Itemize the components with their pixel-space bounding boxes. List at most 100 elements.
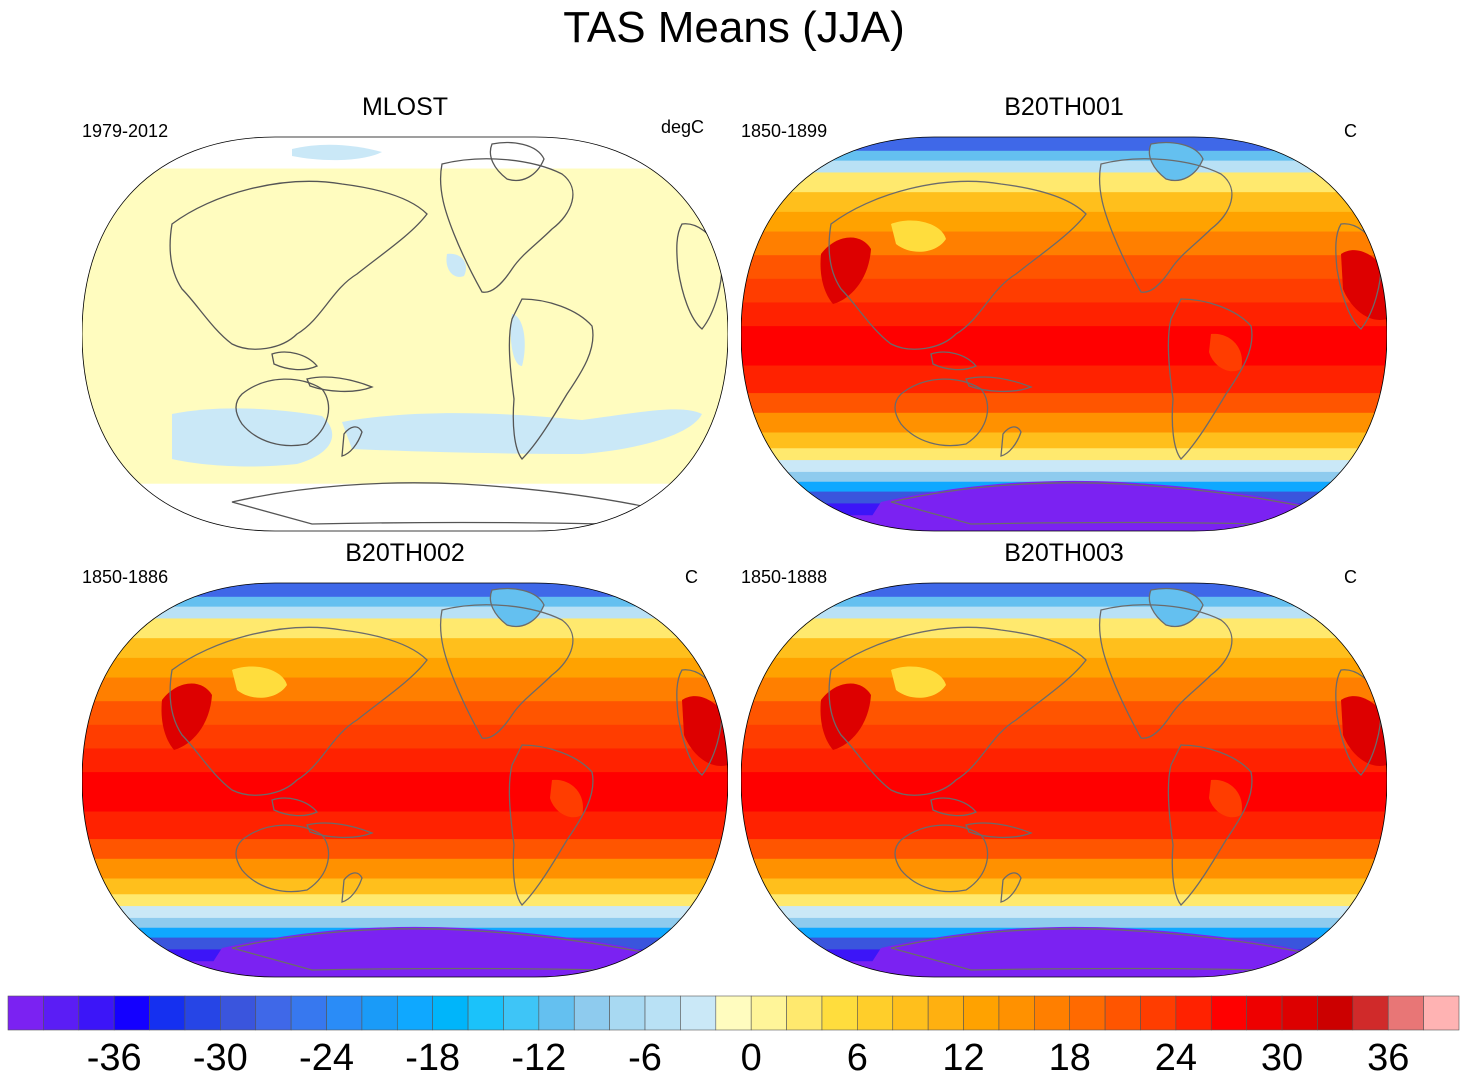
colorbar-box xyxy=(7,995,44,1031)
field-band xyxy=(741,657,1387,679)
field-band xyxy=(741,160,1387,173)
colorbar-box xyxy=(467,995,504,1031)
map-svg xyxy=(741,136,1387,532)
temperature-field xyxy=(741,583,1387,977)
colorbar-tick-label: 36 xyxy=(1367,1037,1409,1079)
field-band xyxy=(82,748,728,773)
field-band xyxy=(741,137,1387,152)
field-band xyxy=(82,657,728,679)
temperature-field xyxy=(82,137,728,531)
coastline xyxy=(169,180,428,350)
field-band xyxy=(741,448,1387,461)
colorbar-box xyxy=(998,995,1035,1031)
field-band xyxy=(741,302,1387,327)
coastline xyxy=(489,587,545,628)
coastlines xyxy=(169,141,723,525)
colorbar-box xyxy=(255,995,292,1031)
field-patch xyxy=(820,237,871,304)
colorbar-box xyxy=(1034,995,1071,1031)
colorbar-box xyxy=(184,995,221,1031)
colorbar-box xyxy=(750,995,787,1031)
field-band xyxy=(82,772,728,813)
period-label: 1850-1888 xyxy=(741,567,828,587)
coastline xyxy=(930,797,978,817)
field-band xyxy=(741,596,1387,608)
map-panel-b20th001: B20TH001 1850-1899 C xyxy=(741,92,1387,537)
colorbar-tick-label: 12 xyxy=(942,1037,984,1079)
field-band xyxy=(741,839,1387,860)
field-band xyxy=(82,811,728,840)
colorbar-tick-label: -36 xyxy=(87,1037,142,1079)
field-band xyxy=(82,917,728,929)
colorbar-box xyxy=(1317,995,1354,1031)
field-band xyxy=(82,858,728,879)
field-band xyxy=(741,150,1387,162)
field-band xyxy=(741,906,1387,919)
colorbar-tick-label: 18 xyxy=(1049,1037,1091,1079)
coastline xyxy=(930,351,978,371)
coastline xyxy=(890,928,1304,971)
coastline xyxy=(1148,587,1204,628)
field-band xyxy=(741,618,1387,639)
panel-title: MLOST xyxy=(361,93,449,121)
field-band xyxy=(82,894,728,907)
panel-title: B20TH001 xyxy=(1004,93,1124,121)
field-patch xyxy=(342,409,702,454)
field-band xyxy=(741,365,1387,394)
colorbar-box xyxy=(927,995,964,1031)
field-band xyxy=(741,460,1387,473)
colorbar-box xyxy=(821,995,858,1031)
field-patch xyxy=(820,683,871,750)
field-band xyxy=(82,168,728,430)
colorbar-box xyxy=(680,995,717,1031)
colorbar-tick-label: 30 xyxy=(1261,1037,1303,1079)
coastline xyxy=(508,298,594,460)
coastline xyxy=(235,378,330,447)
field-band xyxy=(741,917,1387,929)
colorbar-box xyxy=(220,995,257,1031)
field-band xyxy=(82,137,728,170)
colorbar-box xyxy=(149,995,186,1031)
temperature-field xyxy=(741,137,1387,531)
map-panel-mlost: MLOST 1979-2012 degC xyxy=(82,92,728,537)
coastline xyxy=(1148,141,1204,182)
field-band xyxy=(741,748,1387,773)
field-band xyxy=(741,211,1387,233)
colorbar-tick-label: -30 xyxy=(193,1037,248,1079)
colorbar-box xyxy=(1069,995,1106,1031)
field-band xyxy=(741,172,1387,193)
field-band xyxy=(82,638,728,659)
field-band xyxy=(82,483,728,531)
colorbar-box xyxy=(1104,995,1141,1031)
field-patch xyxy=(292,144,382,161)
coastline xyxy=(271,797,319,817)
colorbar-box xyxy=(1387,995,1424,1031)
coastline xyxy=(489,141,545,182)
period-label: 1850-1886 xyxy=(82,567,169,587)
coastline xyxy=(1098,158,1233,293)
colorbar-box xyxy=(857,995,894,1031)
coastline xyxy=(439,158,574,293)
units-label: C xyxy=(685,567,698,587)
field-patch xyxy=(550,779,583,818)
field-band xyxy=(741,894,1387,907)
coastline xyxy=(1167,298,1253,460)
field-patch xyxy=(446,253,467,277)
field-band xyxy=(82,839,728,860)
coastlines xyxy=(828,587,1382,971)
field-band xyxy=(741,606,1387,619)
coastline xyxy=(828,626,1087,796)
field-band xyxy=(82,878,728,895)
colorbar-box xyxy=(1281,995,1318,1031)
field-patch xyxy=(1341,250,1387,320)
colorbar-box xyxy=(715,995,752,1031)
field-band xyxy=(741,393,1387,414)
field-band xyxy=(741,583,1387,598)
coastline xyxy=(271,351,319,371)
colorbar-box xyxy=(892,995,929,1031)
field-band xyxy=(741,326,1387,367)
map-svg xyxy=(741,582,1387,978)
coastline xyxy=(828,180,1087,350)
field-band xyxy=(741,471,1387,483)
coastline xyxy=(890,482,1304,525)
